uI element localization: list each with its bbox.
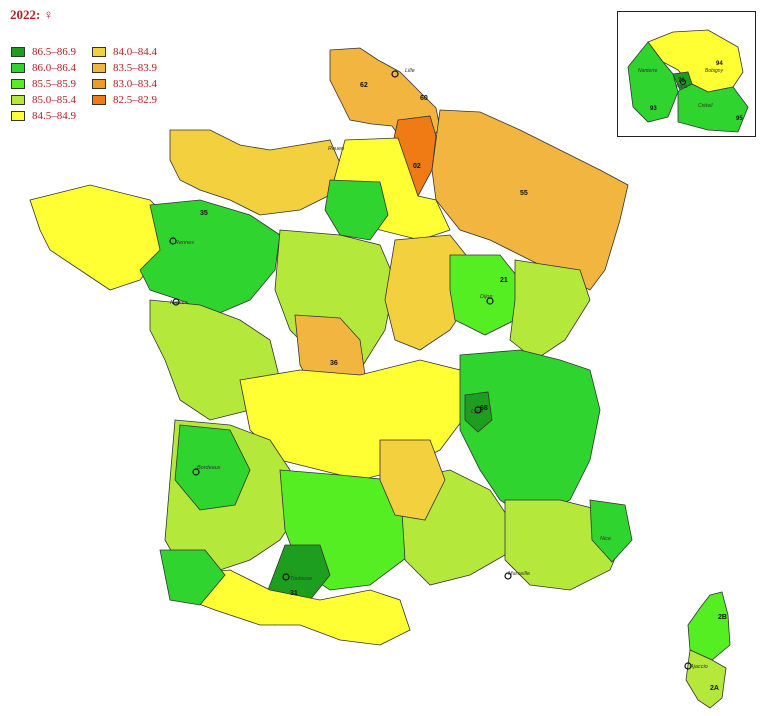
legend-left: 86.5–86.9 86.0–86.4 85.5–85.9 85.0–85.4 84.5… xyxy=(11,45,76,125)
prefecture-marker xyxy=(172,298,180,306)
dept-label: 62 xyxy=(360,82,368,89)
inset-dept-label: 94 xyxy=(716,61,723,67)
region-landes-pa xyxy=(159,549,226,606)
legend-right: 84.0–84.4 83.5–83.9 83.0–83.4 82.5–82.9 xyxy=(92,45,157,109)
city-label: Marseille xyxy=(508,571,530,577)
legend-swatch xyxy=(11,79,25,89)
region-corse-du-sud xyxy=(685,649,727,709)
city-label: Nice xyxy=(600,536,611,542)
legend-swatch xyxy=(11,47,25,57)
city-label: Toulouse xyxy=(290,576,312,582)
region-burgundy xyxy=(384,234,471,351)
mainland-france xyxy=(29,47,633,646)
region-cote-dor xyxy=(449,254,521,336)
inset-city-label: Créteil xyxy=(698,103,713,109)
city-label: Dijon xyxy=(480,294,493,300)
paris-inset: 94 76 93 95 Bobigny Paris Créteil Nanter… xyxy=(617,11,756,137)
map-title: 2022: ♀ xyxy=(10,7,54,22)
region-ile-de-france xyxy=(324,179,389,241)
inset-city-label: Nanterre xyxy=(638,68,658,74)
prefecture-marker xyxy=(282,573,290,581)
legend-item: 85.0–85.4 xyxy=(11,93,76,107)
legend-swatch xyxy=(92,63,106,73)
legend-label: 82.5–82.9 xyxy=(113,94,157,106)
legend-label: 84.0–84.4 xyxy=(113,46,157,58)
legend-item: 84.5–84.9 xyxy=(11,109,76,123)
legend-item: 84.0–84.4 xyxy=(92,45,157,59)
legend-label: 85.5–85.9 xyxy=(32,78,76,90)
region-gironde xyxy=(174,424,251,511)
department-number-labels: 60 62 02 55 21 68 31 36 35 2B 2A xyxy=(200,82,727,692)
legend-label: 83.5–83.9 xyxy=(113,62,157,74)
legend-swatch xyxy=(92,47,106,57)
region-pyrenees xyxy=(169,569,411,646)
city-label: Lyon xyxy=(471,409,483,415)
dept-label: 02 xyxy=(413,163,421,170)
inset-city-label: Bobigny xyxy=(705,68,724,74)
legend-item: 86.0–86.4 xyxy=(11,61,76,75)
legend-label: 86.0–86.4 xyxy=(32,62,76,74)
region-alpes-maritimes xyxy=(589,499,633,563)
legend-swatch xyxy=(11,63,25,73)
dept-label: 36 xyxy=(330,360,338,367)
prefecture-marker xyxy=(169,237,177,245)
inset-city-label: Paris xyxy=(676,84,688,90)
dept-label: 60 xyxy=(420,95,428,102)
inset-dept-label: 76 xyxy=(678,78,685,84)
city-label: Rennes xyxy=(175,240,194,246)
prefecture-marker xyxy=(391,70,399,78)
prefecture-marker xyxy=(486,297,494,305)
region-brittany xyxy=(29,184,166,291)
legend-item: 82.5–82.9 xyxy=(92,93,157,107)
legend-item: 83.0–83.4 xyxy=(92,77,157,91)
inset-dept-label: 93 xyxy=(650,106,657,112)
region-pays-de-la-loire xyxy=(139,199,281,316)
corsica xyxy=(685,591,731,709)
legend-swatch xyxy=(92,79,106,89)
inset-region-paris xyxy=(672,71,693,91)
prefecture-marker xyxy=(474,406,482,414)
dept-label: 55 xyxy=(520,190,528,197)
dept-label: 35 xyxy=(200,210,208,217)
legend-label: 86.5–86.9 xyxy=(32,46,76,58)
legend-label: 84.5–84.9 xyxy=(32,110,76,122)
dept-label: 2A xyxy=(710,685,719,692)
legend-swatch xyxy=(92,95,106,105)
region-franche-comte xyxy=(509,259,591,361)
prefecture-marker xyxy=(192,468,200,476)
inset-dept-label: 95 xyxy=(736,116,743,122)
city-label: Lille xyxy=(405,68,415,74)
city-label: Rouen xyxy=(328,146,344,152)
paris-inset-map: 94 76 93 95 Bobigny Paris Créteil Nanter… xyxy=(627,29,749,133)
region-rhone-alpes xyxy=(459,349,601,521)
region-rhone xyxy=(464,391,493,433)
prefecture-marker xyxy=(684,662,692,670)
dept-label: 21 xyxy=(500,277,508,284)
dept-label: 68 xyxy=(480,405,488,412)
dept-label: 31 xyxy=(290,590,298,597)
legend-item: 83.5–83.9 xyxy=(92,61,157,75)
region-lozere-haute-loire xyxy=(379,439,446,521)
legend-swatch xyxy=(11,95,25,105)
city-label: Bordeaux xyxy=(197,465,221,471)
region-haute-corse xyxy=(687,591,731,661)
prefecture-marker xyxy=(680,79,686,85)
legend-label: 83.0–83.4 xyxy=(113,78,157,90)
prefecture-marker xyxy=(504,572,512,580)
legend-label: 85.0–85.4 xyxy=(32,94,76,106)
region-grand-est xyxy=(431,109,629,291)
prefecture-markers xyxy=(169,70,692,670)
city-label: Ajaccio xyxy=(689,664,708,670)
legend-item: 85.5–85.9 xyxy=(11,77,76,91)
inset-region-east xyxy=(677,81,749,133)
legend-item: 86.5–86.9 xyxy=(11,45,76,59)
legend-swatch xyxy=(11,111,25,121)
dept-label: 2B xyxy=(718,614,727,621)
